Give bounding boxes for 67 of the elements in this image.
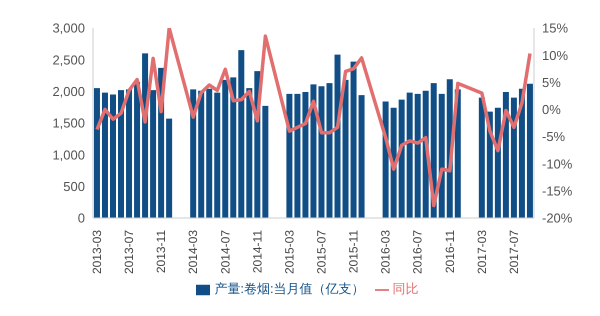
x-tick-label: 2014-03 (186, 230, 200, 274)
bar (502, 92, 509, 218)
y-tick-label: 3,000 (52, 20, 85, 36)
y-tick-label: 2,500 (52, 52, 85, 68)
bar (230, 77, 236, 218)
x-tick-label: 2013-07 (122, 230, 136, 274)
x-tick-label: 2014-07 (218, 230, 232, 274)
bar (342, 80, 349, 218)
bar (318, 86, 324, 218)
y-tick-label: 1,500 (52, 116, 85, 131)
y-tick-label: 1,000 (52, 147, 85, 162)
y2-tick-label: 0% (542, 102, 562, 118)
bar (414, 94, 421, 218)
bar (134, 82, 140, 218)
bar (294, 94, 300, 218)
x-tick-label: 2016-11 (442, 230, 457, 274)
legend-label: 产量:卷烟:当月值（亿支） (214, 281, 365, 296)
y2-tick-label: 10% (542, 48, 568, 63)
bar (150, 90, 156, 218)
bar (198, 90, 204, 218)
bar (222, 80, 228, 218)
bar (238, 50, 244, 218)
bar (126, 89, 132, 218)
y2-tick-label: -15% (542, 183, 573, 198)
bar (190, 89, 196, 218)
bar (350, 62, 357, 218)
bar (334, 54, 341, 218)
x-tick-label: 2016-03 (378, 230, 393, 274)
y2-tick-label: 15% (542, 20, 568, 36)
line-series (95, 28, 532, 208)
legend-label: 同比 (392, 281, 419, 296)
bar (110, 94, 116, 218)
bar (302, 92, 308, 218)
bar (246, 88, 252, 218)
y-tick-label: 500 (63, 178, 85, 194)
y2-tick-label: 5% (542, 74, 562, 90)
bar (118, 90, 124, 218)
x-tick-label: 2013-03 (90, 230, 104, 274)
bar (510, 98, 517, 218)
bar (286, 94, 292, 218)
bar (438, 94, 445, 218)
bar (358, 95, 365, 218)
x-tick-label: 2015-03 (282, 230, 296, 274)
y2-tick-label: -10% (542, 156, 573, 172)
x-tick-label: 2017-07 (506, 230, 521, 274)
y2-tick-label: -20% (542, 210, 573, 226)
x-tick-label: 2017-03 (474, 230, 489, 274)
bar (326, 83, 332, 218)
bar (478, 98, 485, 218)
y2-tick-label: -5% (542, 129, 566, 144)
bar (166, 118, 172, 218)
y-tick-label: 0 (78, 210, 85, 226)
bar (94, 88, 100, 218)
bar (102, 92, 108, 218)
y-tick-label: 2,000 (52, 84, 85, 99)
x-tick-label: 2016-07 (410, 230, 425, 274)
bar (406, 92, 413, 218)
bar (526, 84, 533, 218)
bar (398, 100, 405, 218)
bar (206, 88, 212, 218)
x-tick-label: 2015-11 (346, 230, 361, 274)
bar (262, 106, 268, 218)
bar (214, 92, 220, 218)
x-tick-label: 2015-07 (314, 230, 329, 274)
bar (310, 84, 316, 218)
x-tick-label: 2014-11 (250, 230, 264, 274)
x-tick-label: 2013-11 (154, 230, 168, 274)
